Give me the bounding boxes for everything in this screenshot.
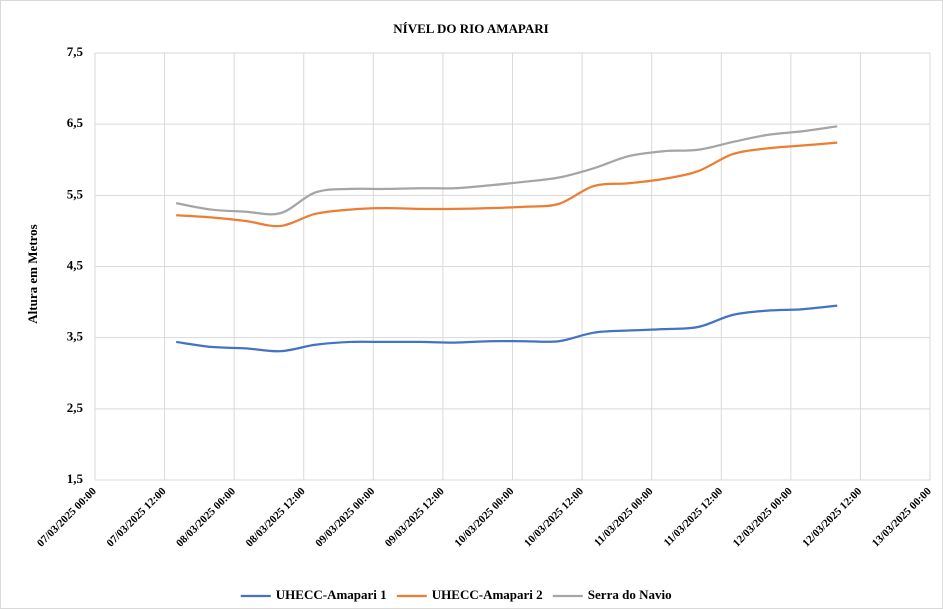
y-tick-label: 2,5 — [67, 400, 84, 415]
legend-label: UHECC-Amapari 1 — [276, 587, 387, 602]
legend-label: UHECC-Amapari 2 — [432, 587, 543, 602]
y-tick-label: 6,5 — [67, 115, 84, 130]
data-line — [175, 125, 838, 216]
y-tick-label: 4,5 — [67, 257, 84, 272]
data-line — [176, 304, 838, 353]
chart-title: NÍVEL DO RIO AMAPARI — [393, 21, 548, 36]
legend-label: Serra do Navio — [588, 587, 672, 602]
y-tick-label: 1,5 — [67, 471, 84, 486]
y-tick-label: 7,5 — [67, 44, 84, 59]
y-tick-label: 5,5 — [67, 186, 84, 201]
y-axis-label: Altura em Metros — [25, 224, 40, 323]
y-tick-label: 3,5 — [67, 329, 84, 344]
data-line — [176, 141, 838, 228]
